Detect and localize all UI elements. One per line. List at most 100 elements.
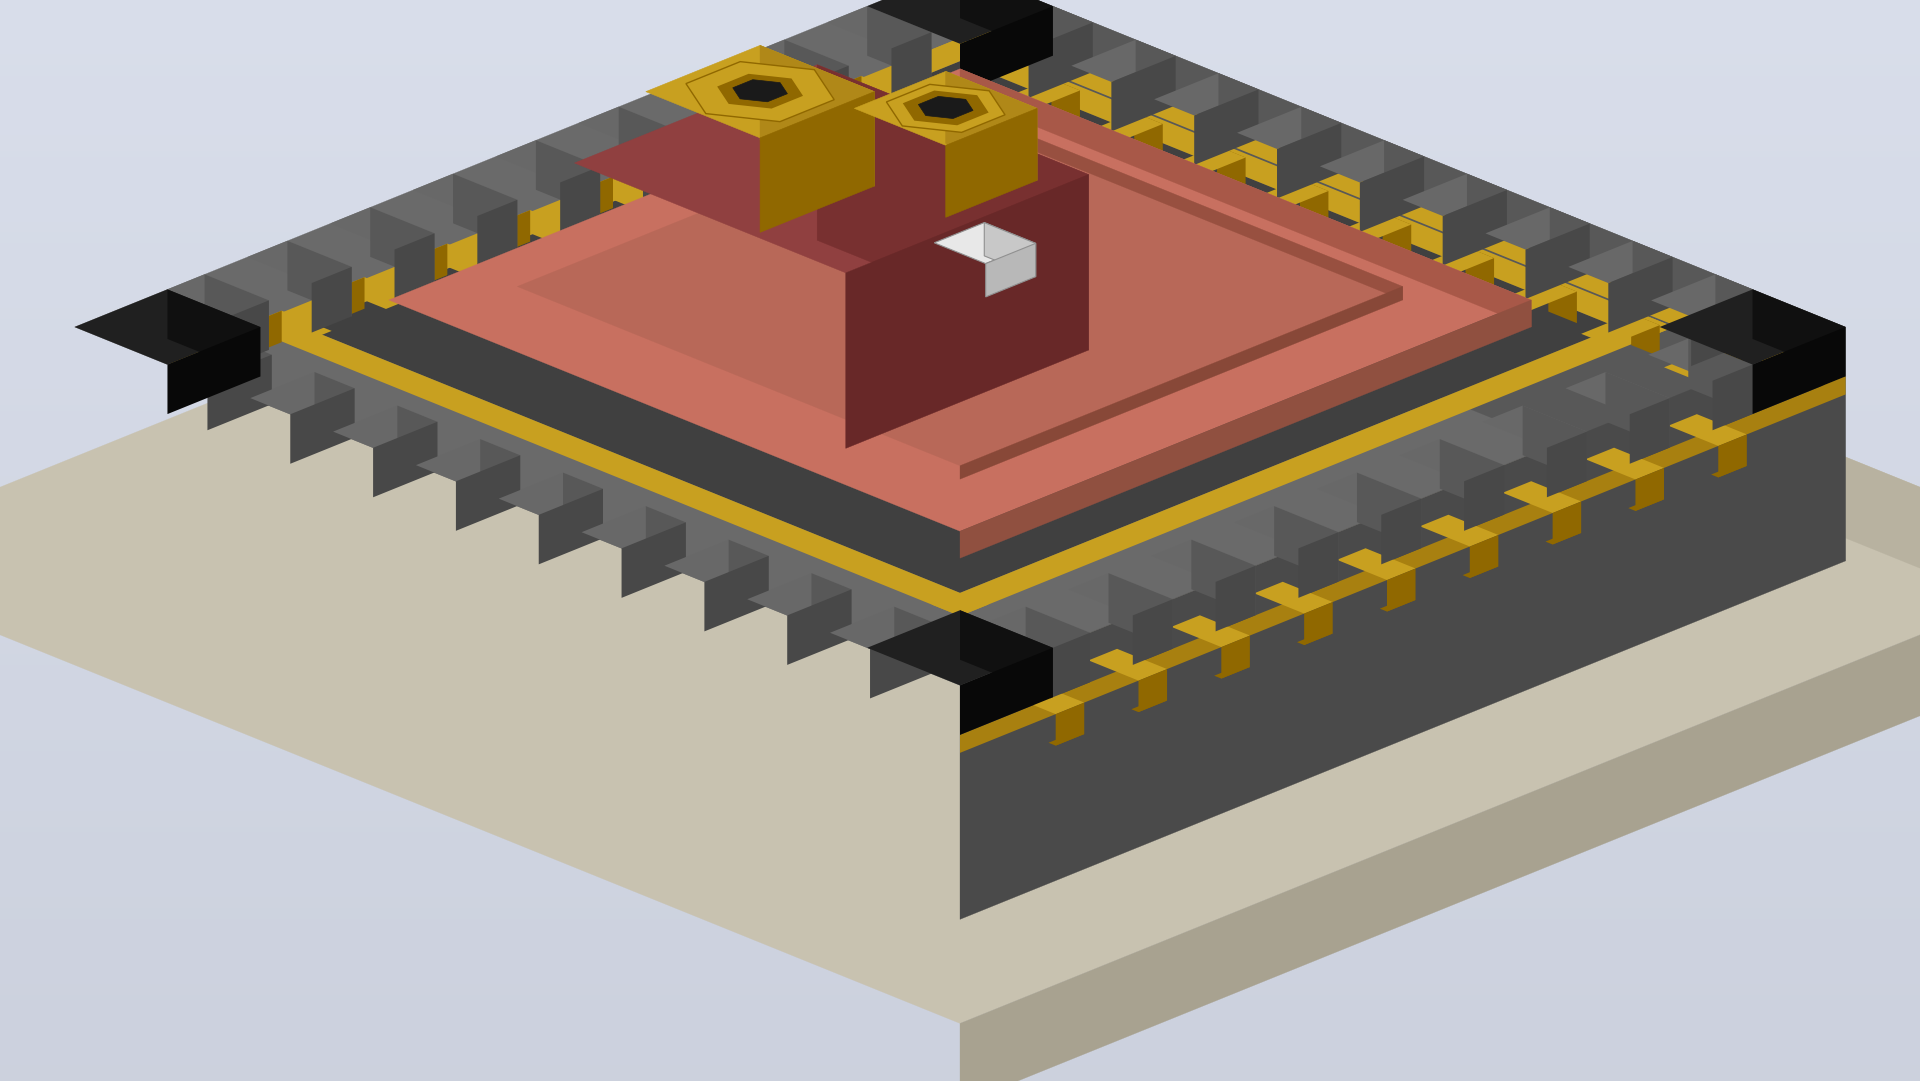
Polygon shape — [1471, 535, 1498, 578]
Polygon shape — [315, 372, 355, 438]
Polygon shape — [1523, 405, 1588, 481]
Polygon shape — [645, 506, 685, 572]
Polygon shape — [290, 388, 355, 464]
Polygon shape — [1277, 123, 1342, 199]
Polygon shape — [1465, 465, 1503, 531]
Polygon shape — [960, 376, 1845, 752]
Polygon shape — [394, 233, 434, 299]
Polygon shape — [501, 210, 530, 253]
Polygon shape — [419, 243, 447, 286]
Polygon shape — [75, 0, 1845, 685]
Polygon shape — [989, 6, 1092, 49]
Polygon shape — [887, 84, 1004, 132]
Polygon shape — [985, 243, 1035, 297]
Polygon shape — [1715, 347, 1743, 390]
Polygon shape — [1300, 179, 1329, 223]
Polygon shape — [947, 108, 1037, 217]
Polygon shape — [1221, 636, 1250, 679]
Polygon shape — [1632, 313, 1659, 357]
Polygon shape — [453, 174, 516, 250]
Polygon shape — [171, 344, 250, 376]
Polygon shape — [336, 277, 365, 320]
Polygon shape — [662, 74, 766, 116]
Polygon shape — [167, 338, 273, 381]
Polygon shape — [1548, 280, 1576, 323]
Polygon shape — [960, 6, 1052, 93]
Polygon shape — [250, 372, 355, 414]
Polygon shape — [960, 18, 1845, 395]
Polygon shape — [1565, 372, 1670, 414]
Polygon shape — [584, 176, 662, 209]
Polygon shape — [574, 65, 1089, 272]
Polygon shape — [372, 422, 438, 497]
Polygon shape — [1133, 599, 1173, 665]
Polygon shape — [1586, 448, 1665, 480]
Polygon shape — [1298, 532, 1338, 598]
Polygon shape — [1628, 496, 1665, 511]
Polygon shape — [536, 141, 601, 216]
Polygon shape — [332, 405, 438, 448]
Polygon shape — [1465, 246, 1494, 290]
Polygon shape — [311, 267, 351, 333]
Polygon shape — [1665, 347, 1743, 379]
Polygon shape — [1718, 435, 1747, 478]
Polygon shape — [1609, 257, 1672, 333]
Polygon shape — [303, 62, 1617, 592]
Polygon shape — [1659, 290, 1845, 364]
Polygon shape — [730, 539, 768, 605]
Polygon shape — [918, 96, 973, 119]
Polygon shape — [1235, 506, 1338, 548]
Polygon shape — [1089, 649, 1167, 681]
Polygon shape — [1215, 565, 1256, 631]
Polygon shape — [1254, 582, 1332, 614]
Polygon shape — [931, 38, 1674, 338]
Polygon shape — [1071, 40, 1175, 82]
Polygon shape — [1317, 472, 1421, 515]
Polygon shape — [833, 76, 912, 108]
Polygon shape — [643, 133, 684, 199]
Polygon shape — [1056, 703, 1085, 746]
Polygon shape — [1651, 275, 1755, 317]
Polygon shape — [1332, 213, 1411, 244]
Polygon shape — [1336, 548, 1415, 580]
Polygon shape — [288, 241, 351, 317]
Polygon shape — [1029, 23, 1092, 98]
Polygon shape — [205, 275, 269, 350]
Polygon shape — [787, 589, 851, 665]
Polygon shape — [167, 326, 261, 414]
Polygon shape — [232, 338, 273, 404]
Polygon shape — [1582, 313, 1659, 345]
Polygon shape — [985, 223, 1035, 277]
Polygon shape — [1052, 79, 1079, 122]
Polygon shape — [330, 208, 434, 250]
Polygon shape — [960, 301, 1530, 558]
Polygon shape — [1002, 79, 1079, 110]
Polygon shape — [818, 65, 1089, 350]
Polygon shape — [0, 98, 1920, 1024]
Polygon shape — [1486, 208, 1590, 250]
Polygon shape — [1605, 372, 1670, 448]
Polygon shape — [1692, 291, 1755, 366]
Polygon shape — [745, 40, 849, 82]
Polygon shape — [902, 91, 989, 125]
Polygon shape — [246, 38, 989, 338]
Polygon shape — [960, 286, 1404, 479]
Polygon shape — [1526, 224, 1590, 299]
Polygon shape — [171, 344, 200, 387]
Polygon shape — [561, 166, 601, 232]
Polygon shape — [1548, 431, 1588, 497]
Polygon shape — [1711, 463, 1747, 478]
Polygon shape — [1298, 630, 1332, 645]
Polygon shape — [733, 80, 787, 102]
Polygon shape — [480, 439, 520, 505]
Polygon shape — [760, 45, 874, 186]
Polygon shape — [1052, 6, 1092, 72]
Polygon shape — [419, 243, 497, 276]
Polygon shape — [1400, 439, 1503, 481]
Polygon shape — [246, 316, 989, 616]
Polygon shape — [1171, 615, 1250, 648]
Polygon shape — [582, 506, 685, 548]
Polygon shape — [726, 99, 766, 165]
Polygon shape — [895, 606, 935, 672]
Polygon shape — [1135, 112, 1164, 156]
